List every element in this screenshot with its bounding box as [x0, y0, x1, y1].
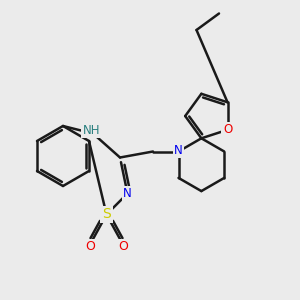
- Text: S: S: [102, 208, 111, 221]
- Text: NH: NH: [83, 124, 100, 137]
- Text: N: N: [174, 143, 183, 157]
- Text: O: O: [223, 123, 232, 136]
- Text: N: N: [123, 187, 132, 200]
- Text: O: O: [85, 240, 95, 254]
- Text: O: O: [118, 240, 128, 254]
